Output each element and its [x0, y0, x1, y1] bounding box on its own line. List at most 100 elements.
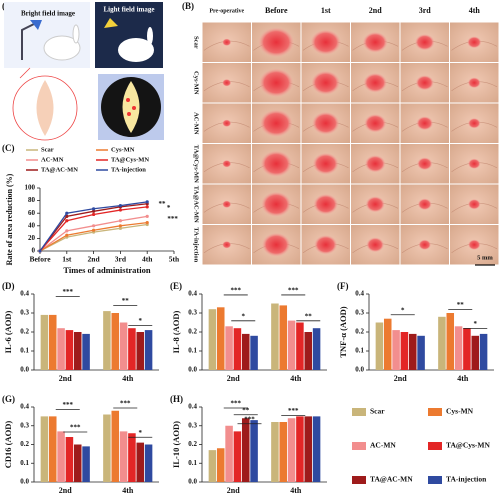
- significance: ***: [288, 407, 299, 415]
- significance: *: [401, 306, 405, 314]
- wound: [258, 68, 294, 98]
- significance: **: [305, 312, 313, 320]
- panel-label: (C): [2, 143, 15, 153]
- y-axis-label: IL-6 (AOD): [3, 310, 13, 353]
- x-tick-label: 1st: [62, 255, 72, 264]
- lamp-head: [30, 20, 42, 30]
- bar: [471, 335, 480, 370]
- significance: ***: [231, 400, 242, 408]
- bar: [400, 332, 409, 370]
- wound: [467, 158, 481, 169]
- y-tick-label: 0.4: [355, 290, 364, 298]
- significance: ***: [63, 288, 74, 296]
- legend-label: Cys-MN: [446, 407, 474, 416]
- point: [65, 233, 69, 237]
- y-tick-label: 80: [28, 196, 36, 204]
- y-tick-label: 0.1: [20, 347, 29, 355]
- wound: [312, 152, 339, 175]
- legend-label: Scar: [41, 146, 54, 153]
- y-tick-label: 0.4: [20, 403, 29, 411]
- wound: [314, 235, 338, 255]
- significance: ***: [231, 287, 242, 295]
- bar: [48, 314, 57, 370]
- wound: [366, 237, 385, 253]
- column-header: 1st: [321, 6, 331, 15]
- legend-swatch: [428, 442, 442, 450]
- wound: [222, 160, 232, 168]
- point: [145, 205, 149, 209]
- bar: [65, 437, 74, 482]
- wound: [467, 118, 481, 129]
- bar: [479, 333, 488, 370]
- legend-label: Scar: [370, 407, 385, 416]
- wound: [364, 155, 386, 173]
- row-label: TA@AC-MN: [193, 186, 200, 223]
- wound: [416, 116, 434, 131]
- bar: [438, 316, 446, 370]
- legend-label: TA-injection: [446, 475, 487, 484]
- x-tick-label: 2nd: [227, 486, 240, 495]
- wound: [467, 36, 482, 49]
- x-tick-label: Before: [29, 255, 51, 264]
- point: [65, 214, 69, 218]
- point: [38, 249, 42, 253]
- legend-label: TA@Cys-MN: [446, 441, 490, 450]
- bar: [287, 418, 296, 482]
- y-axis-label: TNF-α (AOD): [338, 306, 348, 357]
- scar-leaf: [122, 81, 140, 133]
- x-tick-label: 2nd: [88, 255, 101, 264]
- row-label: Scar: [193, 36, 200, 49]
- dot: [127, 112, 131, 116]
- legend-swatch: [428, 476, 442, 484]
- wound: [418, 239, 432, 250]
- point: [145, 214, 149, 218]
- point: [92, 209, 96, 213]
- bar: [241, 418, 250, 482]
- bar: [128, 328, 136, 370]
- point: [65, 229, 69, 233]
- panel-label: (E): [170, 281, 182, 291]
- point: [118, 226, 122, 230]
- panel-label: (H): [170, 394, 183, 404]
- wound: [313, 193, 339, 215]
- bar: [304, 332, 313, 370]
- scar-leaf: [36, 80, 54, 136]
- light-label: Light field image: [104, 6, 155, 14]
- legend-swatch: [352, 476, 366, 484]
- wound: [259, 109, 293, 138]
- y-tick-label: 0.4: [188, 290, 197, 298]
- wound: [258, 27, 295, 58]
- bar: [250, 420, 258, 482]
- bar: [271, 422, 279, 482]
- significance: ***: [244, 415, 255, 423]
- wound: [467, 199, 481, 210]
- wound: [261, 232, 291, 257]
- legend: Scar Cys-MN AC-MN TA@Cys-MN TA@AC-MN TA-injec…: [352, 407, 490, 484]
- x-tick-label: 4th: [290, 486, 302, 495]
- bar: [296, 322, 304, 370]
- bar: [57, 431, 65, 482]
- bar: [65, 330, 74, 370]
- y-tick-label: 40: [28, 221, 36, 229]
- wound: [310, 29, 342, 55]
- wound: [415, 75, 434, 91]
- bar: [73, 332, 82, 370]
- wound: [362, 31, 388, 53]
- row-label: Cys-MN: [193, 71, 200, 95]
- wound: [311, 111, 340, 135]
- legend-swatch: [352, 442, 366, 450]
- bar: [408, 333, 417, 370]
- y-tick-label: 0.1: [355, 347, 364, 355]
- wound: [467, 77, 481, 89]
- panel-label: (B): [182, 1, 194, 11]
- significance: ***: [63, 401, 74, 409]
- point: [118, 204, 122, 208]
- significance: **: [457, 301, 465, 309]
- bar: [279, 422, 288, 482]
- wound: [417, 157, 433, 171]
- point: [145, 200, 149, 204]
- connector: [19, 67, 31, 79]
- bar: [136, 442, 145, 482]
- bar: [375, 322, 384, 370]
